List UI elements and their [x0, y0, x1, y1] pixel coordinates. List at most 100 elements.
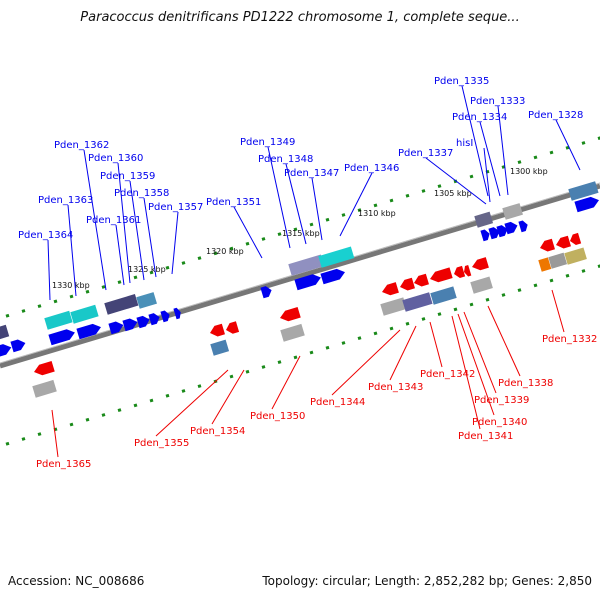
forward-leader-line — [129, 180, 145, 281]
feature-block — [430, 286, 457, 305]
forward-gene-arrow — [108, 321, 124, 335]
reverse-scale-tick — [373, 331, 378, 336]
forward-gene-arrow-group — [496, 225, 508, 238]
reverse-gene-arrow — [454, 265, 466, 278]
forward-gene-arrow-group — [148, 313, 160, 326]
scale-label: 1320 kbp — [206, 247, 244, 256]
forward-scale-tick — [101, 285, 106, 289]
forward-scale-tick — [581, 141, 586, 145]
forward-scale-tick — [341, 213, 346, 217]
forward-gene-arrow — [320, 268, 345, 285]
forward-gene-label: Pden_1333 — [470, 96, 525, 107]
forward-leader-line — [233, 206, 263, 259]
forward-leader-line — [267, 146, 291, 249]
reverse-leader-line — [463, 311, 497, 394]
feature-block-group — [474, 211, 494, 228]
scale-label: 1310 kbp — [358, 209, 396, 218]
feature-block-group — [402, 292, 433, 312]
feature-block-group — [280, 323, 305, 342]
scale-label: 1305 kbp — [434, 189, 472, 198]
forward-scale-tick — [117, 280, 122, 285]
reverse-leader-line — [331, 329, 401, 396]
reverse-gene-arrow — [382, 282, 399, 296]
reverse-gene-arrow-group — [400, 277, 415, 291]
reverse-leader-line — [429, 321, 443, 368]
feature-block — [104, 294, 139, 315]
forward-scale-tick — [533, 155, 538, 160]
reverse-gene-arrow — [226, 321, 240, 334]
forward-leader-line — [555, 119, 581, 171]
reverse-gene-label: Pden_1341 — [458, 431, 513, 442]
feature-block — [210, 339, 230, 356]
forward-gene-arrow — [173, 307, 181, 320]
reverse-scale-tick — [341, 341, 346, 345]
feature-block-group — [70, 304, 99, 324]
forward-gene-label: Pden_1334 — [452, 112, 507, 123]
forward-leader-line — [285, 163, 307, 245]
forward-scale-tick — [373, 203, 378, 208]
forward-gene-arrow — [260, 286, 272, 299]
feature-block — [70, 304, 99, 324]
reverse-scale-tick — [581, 269, 586, 273]
feature-block-group — [470, 276, 493, 294]
forward-gene-arrow-group — [518, 220, 528, 233]
reverse-scale-tick — [149, 398, 154, 403]
feature-block — [568, 181, 599, 201]
forward-gene-label: hisI — [456, 138, 473, 149]
forward-scale-tick — [261, 237, 266, 241]
feature-block — [318, 246, 355, 268]
reverse-scale-tick — [101, 413, 106, 417]
forward-gene-arrow-group — [260, 286, 272, 299]
feature-block — [564, 247, 587, 265]
forward-gene-label: Pden_1346 — [344, 163, 399, 174]
forward-gene-arrow-group — [108, 321, 124, 335]
forward-gene-arrow — [0, 344, 12, 358]
reverse-scale-tick — [197, 384, 202, 389]
forward-leader-line — [479, 121, 501, 197]
reverse-scale-tick — [437, 312, 442, 317]
forward-scale-tick — [565, 145, 570, 150]
reverse-gene-arrow — [570, 232, 582, 245]
feature-block — [502, 203, 523, 220]
forward-scale-tick — [549, 150, 554, 155]
forward-scale-tick — [21, 309, 26, 313]
reverse-scale-tick — [357, 336, 362, 341]
feature-block-group — [104, 294, 139, 315]
forward-gene-arrow-group — [48, 329, 75, 346]
reverse-scale-tick — [261, 365, 266, 369]
forward-leader-line — [425, 157, 487, 205]
forward-scale-tick — [421, 189, 426, 193]
reverse-leader-line — [211, 369, 245, 425]
feature-block-group — [548, 252, 568, 269]
forward-gene-label: Pden_1361 — [86, 215, 141, 226]
feature-block-group — [380, 297, 407, 316]
forward-leader-line — [311, 177, 323, 241]
forward-gene-arrow — [518, 220, 528, 233]
reverse-gene-arrow-group — [570, 232, 582, 245]
forward-gene-arrow — [76, 323, 101, 340]
reverse-leader-line — [271, 355, 301, 410]
forward-scale-tick — [469, 174, 474, 179]
feature-block — [288, 254, 325, 276]
forward-gene-arrow-group — [504, 221, 518, 235]
reverse-gene-label: Pden_1350 — [250, 411, 305, 422]
reverse-gene-arrow — [540, 238, 555, 252]
reverse-scale-tick — [277, 360, 282, 365]
forward-scale-tick — [69, 294, 74, 299]
reverse-scale-tick — [85, 417, 90, 422]
feature-block — [538, 257, 552, 272]
reverse-scale-tick — [133, 403, 138, 408]
forward-scale-tick — [85, 289, 90, 294]
reverse-scale-tick — [485, 297, 490, 302]
forward-scale-tick — [165, 265, 170, 270]
forward-gene-arrow-group — [136, 315, 150, 329]
reverse-gene-arrow — [280, 306, 301, 322]
forward-gene-arrow-group — [574, 196, 599, 213]
forward-gene-label: Pden_1348 — [258, 154, 313, 165]
forward-gene-arrow-group — [0, 344, 12, 358]
reverse-gene-arrow — [34, 360, 55, 376]
forward-gene-arrow-group — [76, 323, 101, 340]
forward-scale-tick — [213, 251, 218, 256]
forward-gene-arrow-group — [488, 227, 500, 240]
